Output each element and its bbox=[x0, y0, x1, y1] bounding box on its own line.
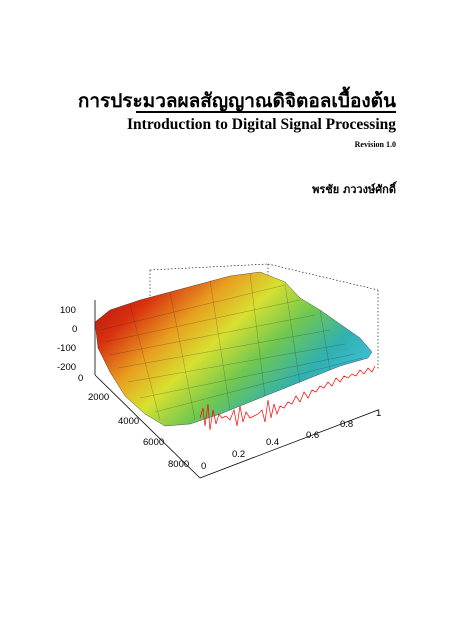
spectrogram-surface bbox=[94, 271, 373, 427]
y-tick-label: 2000 bbox=[88, 392, 109, 403]
z-tick-label: 0 bbox=[72, 324, 77, 335]
document-title-english: Introduction to Digital Signal Processin… bbox=[127, 116, 396, 133]
x-tick-label: 0.2 bbox=[232, 449, 245, 460]
y-tick-label: 4000 bbox=[118, 416, 139, 427]
title-divider bbox=[136, 111, 396, 113]
y-tick-label: 0 bbox=[78, 373, 83, 384]
x-tick-label: 0 bbox=[201, 461, 206, 472]
z-tick-label: -100 bbox=[57, 343, 76, 354]
z-tick-label: 100 bbox=[60, 305, 76, 316]
axes-solid bbox=[94, 300, 379, 479]
x-tick-label: 1 bbox=[376, 408, 381, 419]
x-tick-label: 0.8 bbox=[340, 419, 353, 430]
author-name: พรชัย ภววงษ์ศักดิ์ bbox=[312, 183, 396, 196]
document-title-thai: การประมวลผลสัญญาณดิจิตอลเบื้องต้น bbox=[77, 90, 396, 112]
y-tick-label: 6000 bbox=[143, 437, 164, 448]
x-tick-label: 0.4 bbox=[266, 437, 279, 448]
revision-label: Revision 1.0 bbox=[354, 140, 396, 149]
surface-mesh bbox=[99, 273, 363, 421]
signal-trace bbox=[199, 365, 376, 431]
y-tick-label: 8000 bbox=[168, 459, 189, 470]
spectrogram-3d-figure: 100 0 -100 -200 0 2000 4000 6000 8000 0 … bbox=[57, 263, 381, 479]
z-tick-label: -200 bbox=[57, 362, 76, 373]
x-tick-label: 0.6 bbox=[306, 430, 319, 441]
